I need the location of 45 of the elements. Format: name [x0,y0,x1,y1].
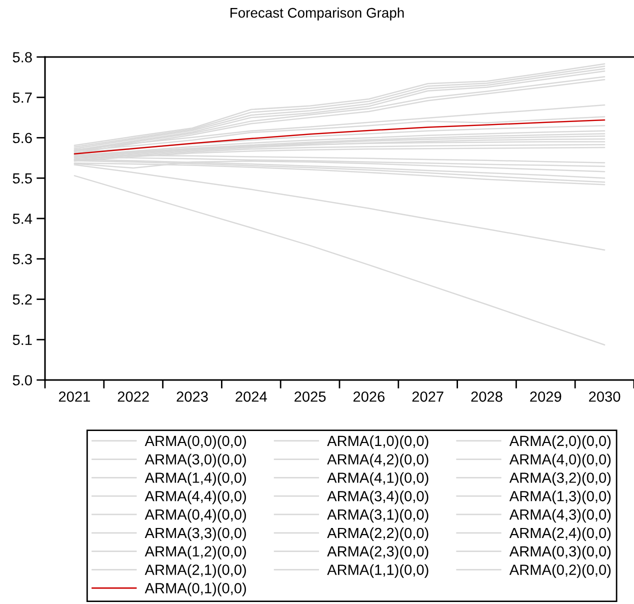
legend-label: ARMA(2,3)(0,0) [327,546,428,560]
legend-label: ARMA(2,0)(0,0) [509,435,611,449]
legend-label: ARMA(1,2)(0,0) [144,546,246,560]
legend-label: ARMA(3,2)(0,0) [509,472,611,486]
legend-label: ARMA(4,1)(0,0) [327,472,428,486]
legend-label: ARMA(0,2)(0,0) [509,564,611,578]
x-tick-label: 2024 [236,391,267,402]
legend-label: ARMA(1,4)(0,0) [144,472,246,486]
legend-label: ARMA(2,1)(0,0) [144,564,246,578]
legend-label: ARMA(4,4)(0,0) [144,490,246,504]
y-tick-label: 5.5 [12,173,32,184]
legend-label: ARMA(2,4)(0,0) [509,527,611,542]
y-tick-label: 5.1 [12,334,32,346]
x-tick-label: 2030 [589,391,620,402]
y-tick-label: 5.8 [12,52,32,62]
legend-label: ARMA(3,0)(0,0) [144,454,246,468]
y-tick-label: 5.6 [12,132,32,144]
x-tick-label: 2023 [176,391,208,402]
x-tick-label: 2022 [118,391,149,402]
legend-label: ARMA(1,3)(0,0) [509,490,611,504]
y-tick-label: 5.2 [12,294,32,305]
legend-label: ARMA(0,3)(0,0) [509,546,611,560]
y-tick-label: 5.7 [12,92,32,103]
legend-label: ARMA(1,0)(0,0) [327,435,428,449]
legend-label: ARMA(3,1)(0,0) [327,509,428,523]
legend-label: ARMA(1,1)(0,0) [327,564,428,578]
legend-label: ARMA(4,2)(0,0) [327,454,428,468]
x-tick-label: 2021 [58,391,90,402]
legend-label: ARMA(4,0)(0,0) [509,454,611,468]
x-tick-label: 2028 [471,391,502,402]
y-tick-label: 5.3 [12,254,32,264]
x-tick-label: 2026 [353,391,385,402]
y-tick-label: 5.4 [12,214,32,224]
legend-label: ARMA(4,3)(0,0) [509,509,611,523]
legend-label: ARMA(2,2)(0,0) [327,527,428,542]
legend-label: ARMA(3,4)(0,0) [327,490,428,504]
legend-label: ARMA(3,3)(0,0) [144,527,246,542]
x-tick-label: 2027 [412,391,444,402]
x-tick-label: 2025 [294,391,326,402]
chart-title: Forecast Comparison Graph [230,8,404,20]
legend-label: ARMA(0,0)(0,0) [144,435,246,449]
legend-label: ARMA(0,4)(0,0) [144,509,246,523]
legend-label: ARMA(0,1)(0,0) [144,582,246,596]
y-tick-label: 5.0 [12,375,32,386]
x-tick-label: 2029 [530,391,562,402]
